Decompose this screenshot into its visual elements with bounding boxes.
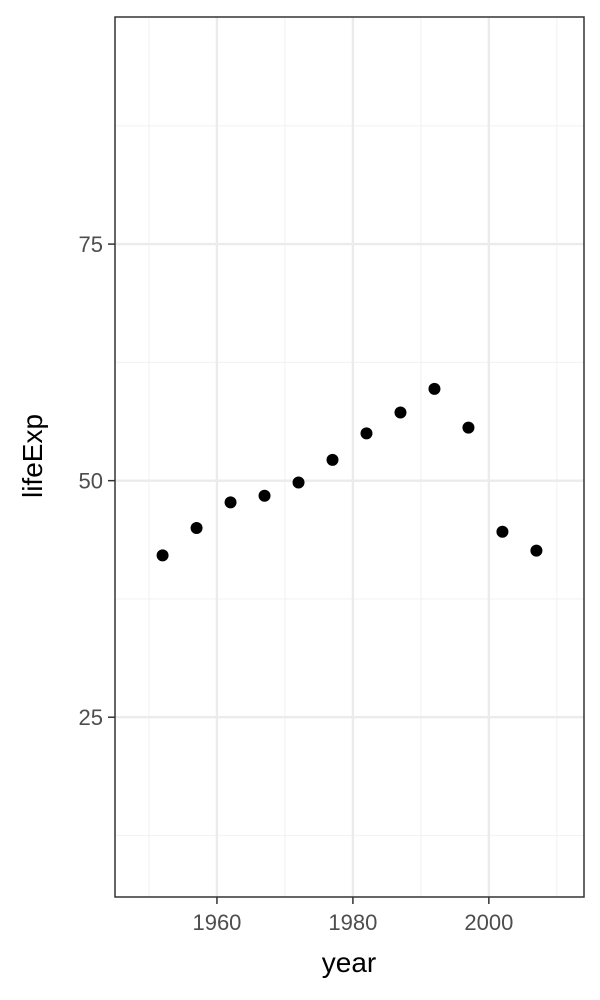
data-point bbox=[360, 427, 373, 440]
data-point bbox=[224, 496, 237, 509]
y-tick-label: 50 bbox=[79, 469, 103, 494]
data-point bbox=[462, 421, 475, 434]
data-point bbox=[258, 489, 271, 502]
tick-labels: 1960 1980 2000 25 50 75 bbox=[79, 232, 514, 935]
data-point bbox=[428, 382, 441, 395]
data-point bbox=[156, 549, 169, 562]
data-point bbox=[394, 406, 407, 419]
data-point bbox=[292, 476, 305, 489]
data-point bbox=[326, 453, 339, 466]
x-tick-label: 1980 bbox=[328, 910, 377, 935]
data-points bbox=[156, 382, 543, 562]
y-tick-label: 25 bbox=[79, 705, 103, 730]
data-point bbox=[530, 544, 543, 557]
data-point bbox=[496, 525, 509, 538]
x-axis-title: year bbox=[322, 947, 376, 978]
x-tick-label: 1960 bbox=[192, 910, 241, 935]
minor-gridlines bbox=[115, 17, 584, 897]
panel-border bbox=[114, 16, 585, 898]
major-gridlines bbox=[115, 17, 584, 897]
y-axis-title: lifeExp bbox=[17, 414, 48, 498]
x-tick-label: 2000 bbox=[464, 910, 513, 935]
data-point bbox=[190, 521, 203, 534]
y-tick-label: 75 bbox=[79, 232, 103, 257]
axis-ticks bbox=[108, 243, 490, 904]
